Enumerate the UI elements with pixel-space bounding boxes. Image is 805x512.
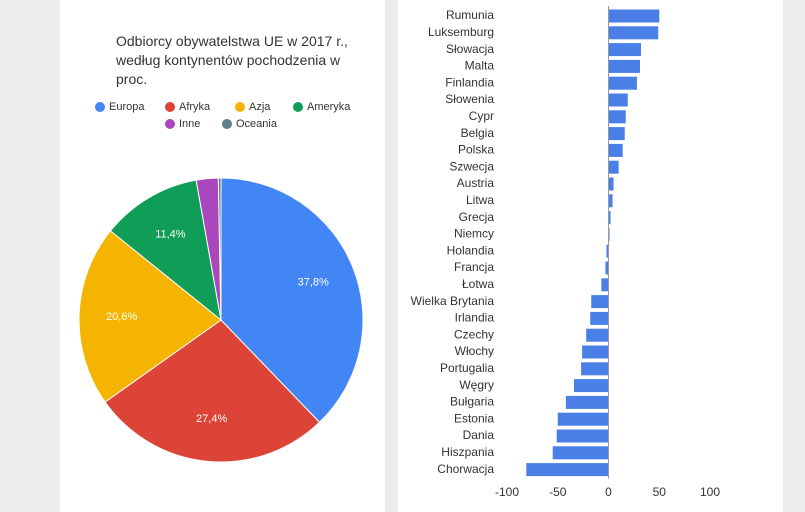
x-tick-label: -50 <box>549 485 567 499</box>
bar <box>608 76 637 90</box>
y-tick-label: Luksemburg <box>428 25 494 39</box>
pie-slice <box>217 177 222 321</box>
y-tick-label: Węgry <box>459 378 494 392</box>
bar <box>608 160 619 174</box>
legend-swatch <box>222 119 232 129</box>
y-tick-label: Finlandia <box>445 75 494 89</box>
bar <box>586 328 609 342</box>
x-tick-label: 0 <box>605 485 612 499</box>
bar <box>608 177 614 191</box>
bar <box>608 43 641 57</box>
chart-title: Odbiorcy obywatelstwa UE w 2017 r., wedł… <box>116 33 348 87</box>
x-tick-label: 50 <box>653 485 667 499</box>
y-tick-label: Szwecja <box>449 159 494 173</box>
legend-label: Ameryka <box>307 101 351 113</box>
bar <box>608 227 610 241</box>
bar <box>565 395 609 409</box>
y-tick-label: Włochy <box>455 344 494 358</box>
y-tick-label: Portugalia <box>440 361 494 375</box>
y-tick-label: Belgia <box>461 126 495 140</box>
bar <box>608 194 613 208</box>
y-tick-label: Słowacja <box>446 42 494 56</box>
bar <box>591 295 609 309</box>
bar <box>582 345 609 359</box>
legend-swatch <box>165 102 175 112</box>
y-tick-label: Litwa <box>466 193 494 207</box>
bar <box>608 93 628 107</box>
bar <box>608 9 660 23</box>
data-label: 27,4% <box>196 413 227 425</box>
bar <box>601 278 609 292</box>
data-label: 11,4% <box>155 228 186 240</box>
bar <box>556 429 609 443</box>
y-tick-label: Niemcy <box>454 227 494 241</box>
bar <box>608 211 611 225</box>
bar <box>590 311 609 325</box>
y-tick-label: Hiszpania <box>441 445 494 459</box>
y-tick-label: Słowenia <box>445 92 494 106</box>
bar <box>608 59 640 73</box>
y-tick-label: Cypr <box>469 109 494 123</box>
bar <box>605 261 609 275</box>
pie-slice <box>104 319 321 463</box>
y-tick-label: Rumunia <box>446 8 494 22</box>
bar <box>526 463 609 477</box>
bar <box>573 379 609 393</box>
y-tick-label: Bułgaria <box>450 395 494 409</box>
bar <box>606 244 609 258</box>
x-tick-label: -100 <box>495 485 519 499</box>
y-tick-label: Wielka Brytania <box>411 294 495 308</box>
bar <box>581 362 609 376</box>
y-tick-label: Dania <box>463 428 495 442</box>
pie-slice <box>109 179 222 322</box>
y-tick-label: Chorwacja <box>437 462 494 476</box>
y-tick-label: Francja <box>454 260 494 274</box>
y-tick-label: Estonia <box>454 411 494 425</box>
legend-label: Oceania <box>236 118 278 130</box>
y-tick-label: Czechy <box>454 327 494 341</box>
y-tick-label: Malta <box>465 59 495 73</box>
right-panel <box>398 0 783 512</box>
legend-label: Azja <box>249 101 271 113</box>
legend-swatch <box>235 102 245 112</box>
bar <box>608 143 623 157</box>
bar <box>608 110 626 124</box>
legend-swatch <box>165 119 175 129</box>
y-tick-label: Austria <box>457 176 495 190</box>
y-tick-label: Grecja <box>459 210 495 224</box>
legend-swatch <box>95 102 105 112</box>
pie-slice <box>220 177 364 423</box>
pie-slice <box>78 230 222 403</box>
legend-swatch <box>293 102 303 112</box>
x-tick-label: 100 <box>700 485 720 499</box>
y-tick-label: Holandia <box>447 243 495 257</box>
y-tick-label: Polska <box>458 143 494 157</box>
data-label: 20,6% <box>106 311 137 323</box>
y-tick-label: Łotwa <box>462 277 494 291</box>
legend-label: Inne <box>179 118 200 130</box>
bar <box>557 412 609 426</box>
y-tick-label: Irlandia <box>455 311 495 325</box>
legend-label: Afryka <box>179 101 211 113</box>
bar <box>552 446 609 460</box>
legend-label: Europa <box>109 101 145 113</box>
bar <box>608 127 625 141</box>
data-label: 37,8% <box>298 277 329 289</box>
bar <box>608 26 659 40</box>
